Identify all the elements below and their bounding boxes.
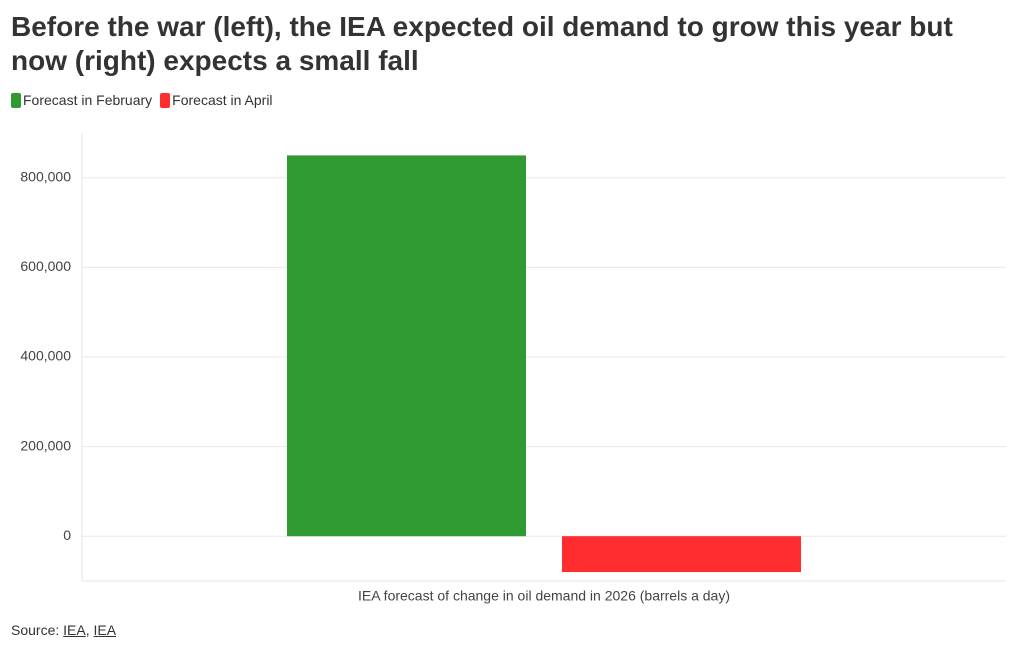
source-link[interactable]: IEA (93, 622, 117, 638)
y-tick-label: 400,000 (20, 348, 71, 364)
legend-item: Forecast in April (160, 92, 273, 108)
y-tick-label: 200,000 (20, 437, 71, 453)
source-link[interactable]: IEA (63, 622, 86, 638)
y-tick-label: 600,000 (20, 258, 71, 274)
chart-title: Before the war (left), the IEA expected … (11, 11, 953, 76)
y-tick-label: 800,000 (20, 169, 71, 185)
legend-swatch (160, 92, 171, 108)
legend-label: Forecast in February (23, 92, 153, 108)
x-axis-label: IEA forecast of change in oil demand in … (358, 588, 730, 604)
source-label: Source: (11, 622, 60, 638)
bar (287, 155, 526, 537)
legend: Forecast in February Forecast in April (11, 92, 273, 108)
legend-label: Forecast in April (172, 92, 273, 108)
legend-swatch (11, 92, 21, 108)
y-tick-label: 0 (63, 527, 71, 543)
legend-item: Forecast in February (11, 92, 152, 108)
bar (562, 536, 801, 573)
source: Source: IEA, IEA (11, 622, 117, 638)
